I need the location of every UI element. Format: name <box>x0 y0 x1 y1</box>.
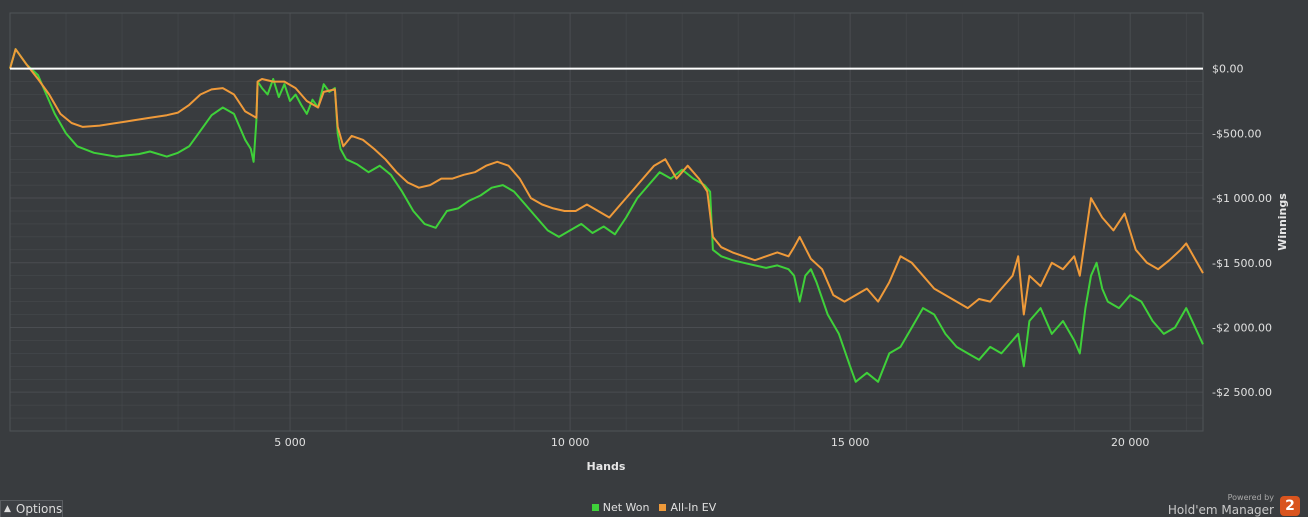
series-layer <box>9 48 1204 383</box>
plot-frame <box>9 12 1204 432</box>
series-line-all-in-ev <box>9 48 1204 316</box>
series-line-net-won <box>9 48 1204 383</box>
brand-name: Hold'em Manager <box>1167 503 1274 517</box>
options-label: Options <box>15 502 63 516</box>
legend-label-allin-ev: All-In EV <box>670 501 717 514</box>
y-tick-label: -$1 000.00 <box>1212 192 1272 205</box>
powered-by-text: Powered by <box>1227 493 1274 502</box>
y-axis-label: Winnings <box>1276 193 1289 251</box>
branding: Powered by Hold'em Manager 2 <box>1168 488 1300 516</box>
legend-swatch-allin-ev <box>659 504 667 511</box>
hm2-logo-icon: 2 <box>1280 496 1300 516</box>
y-tick-label: $0.00 <box>1212 63 1244 76</box>
options-button[interactable]: ▲ Options <box>0 500 63 517</box>
x-tick-label: 15 000 <box>831 436 870 449</box>
legend-item-net-won[interactable]: Net Won <box>591 501 650 514</box>
x-axis-ticks: 5 000 10 000 15 000 20 000 <box>274 436 1149 449</box>
y-axis-ticks: $0.00 -$500.00 -$1 000.00 -$1 500.00 -$2 000… <box>1212 63 1272 400</box>
chevron-up-icon: ▲ <box>4 504 11 514</box>
legend-label-net-won: Net Won <box>602 501 650 514</box>
x-tick-label: 10 000 <box>551 436 590 449</box>
y-tick-label: -$2 000.00 <box>1212 321 1272 334</box>
legend-swatch-net-won <box>591 504 599 511</box>
x-tick-label: 20 000 <box>1111 436 1150 449</box>
chart-legend: Net Won All-In EV <box>0 501 1308 514</box>
legend-item-allin-ev[interactable]: All-In EV <box>659 501 716 514</box>
y-tick-label: -$1 500.00 <box>1212 257 1272 270</box>
x-axis-label: Hands <box>587 460 626 473</box>
x-tick-label: 5 000 <box>274 436 306 449</box>
y-tick-label: -$500.00 <box>1212 127 1261 140</box>
y-tick-label: -$2 500.00 <box>1212 386 1272 399</box>
grid <box>10 13 1203 432</box>
